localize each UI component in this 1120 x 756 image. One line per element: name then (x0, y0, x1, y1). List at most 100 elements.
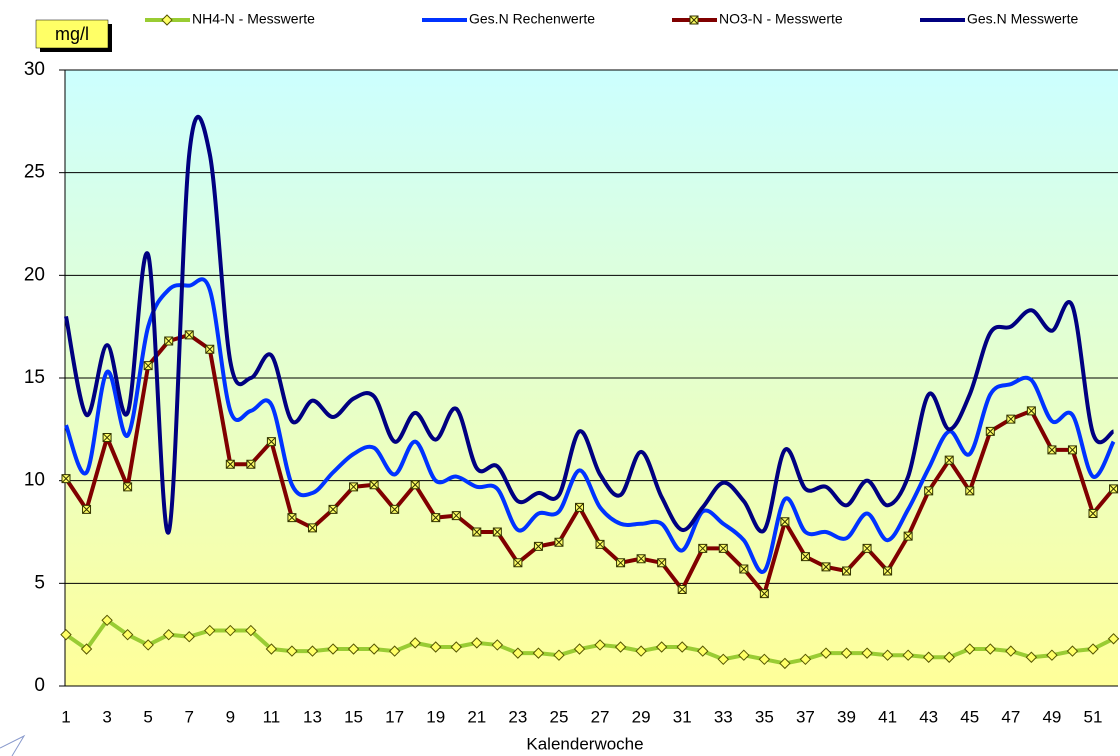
x-tick-label: 5 (143, 707, 152, 726)
data-point (1066, 645, 1079, 657)
data-point (922, 651, 935, 663)
data-point (101, 614, 113, 627)
data-point (1006, 414, 1016, 424)
data-point (532, 647, 545, 659)
series-line (64, 332, 1116, 596)
series-line (64, 277, 1116, 574)
data-point (614, 641, 627, 653)
data-point (184, 330, 194, 340)
data-point (779, 657, 791, 670)
x-tick-label: 21 (467, 707, 486, 726)
x-tick-label: 3 (102, 707, 111, 726)
data-point (430, 641, 442, 653)
x-tick-label: 9 (226, 707, 235, 726)
data-point (60, 628, 72, 641)
x-tick-label: 51 (1084, 707, 1103, 726)
legend-marker (689, 15, 699, 25)
data-point (554, 537, 564, 547)
x-tick-label: 17 (385, 707, 404, 726)
data-point (80, 643, 93, 655)
x-tick-label: 1 (61, 707, 70, 726)
data-point (533, 541, 543, 551)
data-point (862, 543, 872, 553)
data-point (286, 645, 298, 657)
data-point (717, 653, 729, 666)
data-point (903, 531, 913, 541)
data-point (287, 513, 297, 523)
x-tick-label: 31 (673, 707, 692, 726)
y-tick-label: 10 (24, 470, 45, 491)
x-tick-label: 7 (185, 707, 194, 726)
data-point (575, 502, 584, 512)
data-point (451, 511, 461, 521)
data-point (1026, 406, 1036, 416)
x-tick-label: 23 (508, 707, 527, 726)
data-point (800, 552, 810, 562)
data-point (225, 459, 235, 469)
data-point (944, 455, 954, 465)
data-point (677, 584, 687, 594)
data-point (1046, 649, 1058, 661)
data-point (698, 543, 708, 553)
data-point (943, 651, 955, 663)
x-tick-label: 45 (960, 707, 979, 726)
data-point (224, 624, 237, 637)
data-point (924, 486, 934, 496)
data-point (368, 643, 380, 655)
data-point (204, 624, 216, 637)
data-point (697, 645, 709, 657)
data-point (491, 639, 504, 651)
data-point (821, 562, 831, 572)
x-tick-label: 33 (714, 707, 733, 726)
data-point (164, 336, 174, 346)
legend-label: NO3-N - Messwerte (719, 11, 843, 27)
x-tick-label: 41 (878, 707, 897, 726)
data-point (1087, 643, 1099, 655)
data-point (1067, 445, 1077, 455)
data-point (471, 637, 483, 649)
unit-label: mg/l (55, 24, 89, 44)
data-point (306, 645, 319, 657)
data-point (861, 647, 873, 659)
data-point (881, 649, 894, 661)
data-point (123, 482, 133, 492)
y-tick-label: 15 (24, 367, 45, 388)
series-line (64, 618, 1115, 666)
data-point (410, 480, 420, 490)
data-point (573, 643, 586, 655)
data-point (492, 527, 502, 537)
x-tick-label: 35 (755, 707, 774, 726)
data-point (121, 628, 134, 641)
data-point (409, 637, 421, 649)
data-point (265, 643, 278, 655)
x-tick-label: 11 (263, 707, 281, 726)
x-tick-label: 15 (344, 707, 363, 726)
data-point (902, 649, 914, 661)
data-point (472, 527, 482, 537)
data-point (347, 643, 360, 655)
data-point (718, 543, 728, 553)
x-tick-label: 37 (796, 707, 815, 726)
x-tick-label: 25 (549, 707, 568, 726)
data-point (820, 647, 832, 659)
data-point (636, 554, 646, 564)
data-point (162, 628, 175, 641)
data-point (328, 504, 338, 514)
x-tick-label: 29 (632, 707, 651, 726)
legend-label: Ges.N Rechenwerte (469, 11, 595, 27)
data-point (245, 624, 257, 637)
data-point (738, 649, 750, 661)
data-point (390, 504, 400, 514)
data-point (450, 641, 462, 653)
data-point (349, 482, 359, 492)
y-tick-label: 30 (24, 59, 45, 80)
data-point (388, 645, 401, 657)
data-point (883, 566, 893, 576)
data-point (799, 653, 812, 666)
x-tick-label: 49 (1042, 707, 1061, 726)
data-point (183, 631, 195, 643)
data-point (676, 641, 688, 653)
data-point (759, 589, 769, 599)
data-point (1047, 445, 1057, 455)
